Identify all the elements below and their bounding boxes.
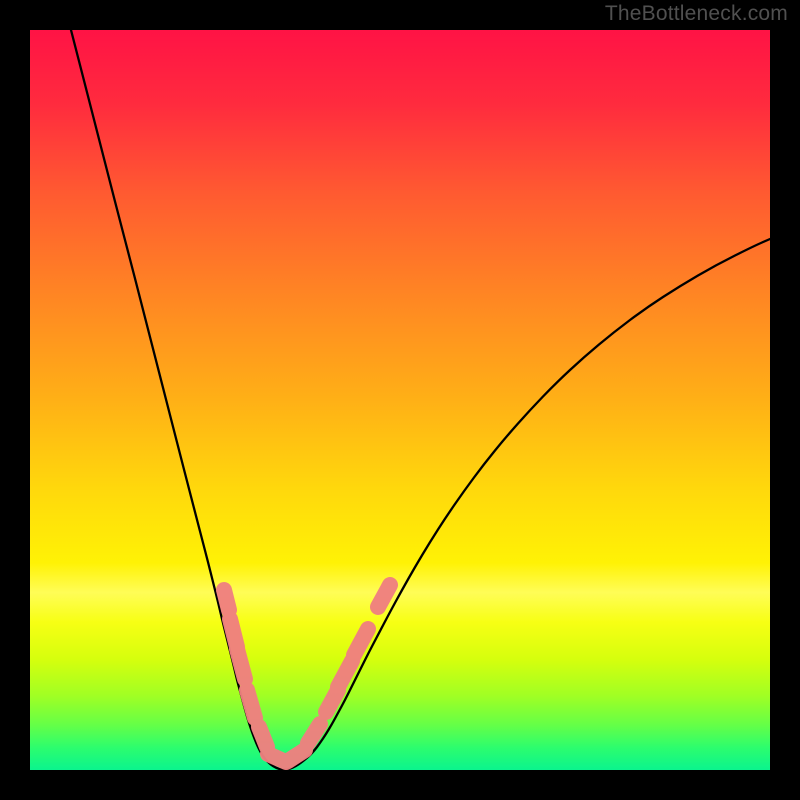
marker-capsule <box>247 690 255 718</box>
marker-capsule <box>224 590 229 610</box>
marker-capsule <box>338 661 352 687</box>
marker-capsule <box>354 629 368 655</box>
curve-left-branch <box>71 30 283 770</box>
curve-group <box>71 30 770 770</box>
marker-capsule <box>308 724 320 743</box>
marker-capsule <box>288 750 305 761</box>
marker-capsule <box>378 585 390 607</box>
curves-layer <box>30 30 770 770</box>
marker-group <box>224 585 390 762</box>
marker-capsule <box>237 649 245 679</box>
marker-capsule <box>259 727 267 747</box>
chart-frame: TheBottleneck.com <box>0 0 800 800</box>
curve-right-branch <box>283 239 770 770</box>
watermark-text: TheBottleneck.com <box>605 2 788 26</box>
plot-area <box>30 30 770 770</box>
